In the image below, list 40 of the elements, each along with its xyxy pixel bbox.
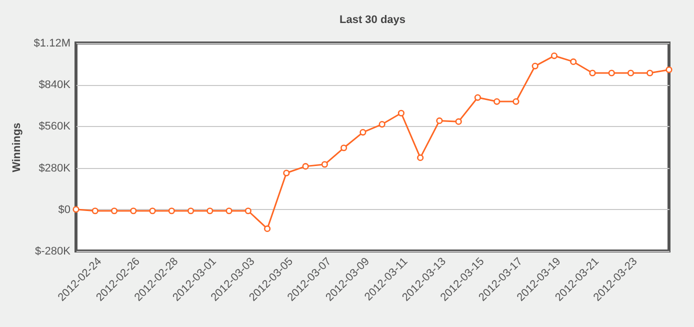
point: [264, 225, 271, 232]
y-tick-label: $-280K: [35, 246, 72, 258]
point: [130, 208, 137, 214]
point: [187, 208, 194, 214]
point: [627, 70, 634, 76]
point: [570, 58, 577, 66]
point: [302, 163, 309, 170]
point: [92, 208, 98, 214]
point: [455, 118, 462, 125]
point: [244, 208, 252, 214]
y-tick-label: $1.12M: [34, 38, 70, 50]
y-tick-label: $280K: [38, 162, 72, 174]
point: [646, 70, 654, 76]
chart-title: Last 30 days: [339, 14, 406, 26]
point: [149, 208, 156, 214]
point: [532, 62, 538, 70]
point: [417, 154, 424, 161]
point: [608, 70, 615, 76]
point: [206, 208, 214, 214]
point: [72, 206, 80, 213]
point: [398, 110, 404, 116]
point: [110, 208, 118, 214]
point: [340, 144, 348, 152]
y-axis-title: Winnings: [10, 122, 23, 172]
point: [494, 98, 500, 105]
point: [436, 117, 443, 124]
point: [360, 129, 366, 136]
point: [378, 120, 386, 128]
y-tick-label: $560K: [38, 120, 72, 133]
point: [550, 52, 558, 60]
point: [168, 208, 175, 214]
y-tick-label: $840K: [38, 79, 72, 92]
point: [226, 208, 232, 214]
y-tick-label: $0: [58, 204, 70, 216]
point: [283, 170, 290, 176]
point: [589, 70, 596, 76]
point: [512, 98, 520, 105]
point: [666, 66, 672, 74]
point: [474, 94, 482, 101]
point: [321, 161, 328, 168]
